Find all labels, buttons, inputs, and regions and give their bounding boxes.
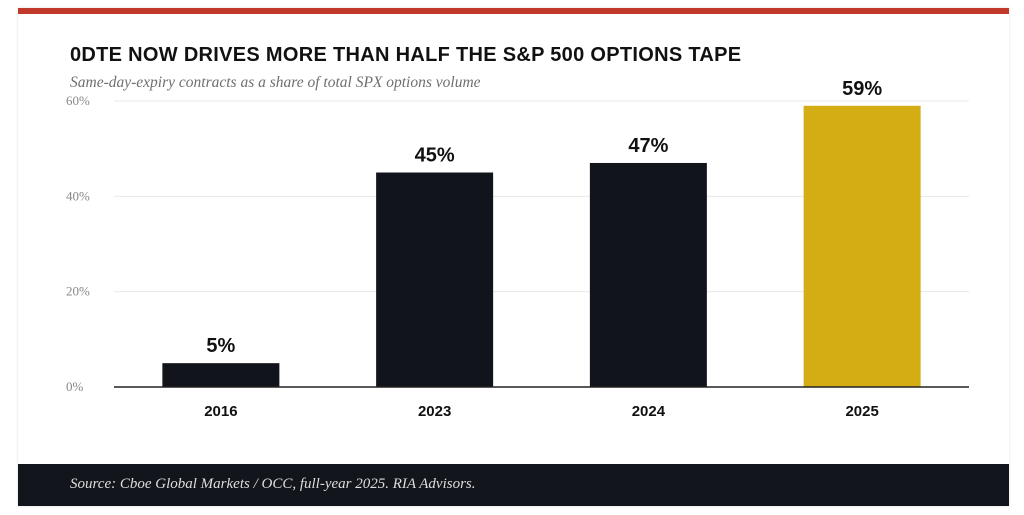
bar — [376, 172, 494, 387]
data-label: 45% — [415, 145, 455, 167]
x-tick-label: 2024 — [632, 403, 666, 420]
bar — [803, 105, 921, 388]
bar — [589, 162, 707, 387]
data-label: 5% — [206, 335, 235, 357]
data-label: 59% — [842, 78, 882, 100]
data-label: 47% — [628, 135, 668, 157]
x-tick-label: 2023 — [418, 403, 451, 420]
chart-card: 0DTE NOW DRIVES MORE THAN HALF THE S&P 5… — [18, 8, 1009, 506]
accent-rule — [18, 8, 1009, 14]
y-tick-label: 60% — [66, 93, 90, 108]
chart-subtitle: Same-day-expiry contracts as a share of … — [70, 74, 481, 91]
y-tick-label: 40% — [66, 188, 90, 203]
source-footer: Source: Cboe Global Markets / OCC, full-… — [18, 464, 1009, 506]
bar — [162, 363, 280, 387]
chart-title: 0DTE NOW DRIVES MORE THAN HALF THE S&P 5… — [70, 44, 742, 66]
source-note: Source: Cboe Global Markets / OCC, full-… — [70, 476, 476, 492]
x-tick-label: 2025 — [845, 403, 878, 420]
y-tick-label: 20% — [66, 284, 90, 299]
x-tick-label: 2016 — [204, 403, 237, 420]
bar-chart: 0% 20% 40% 60% 5% 2016 45% 2023 47% 2024 59% 2025 — [66, 78, 969, 420]
y-tick-label: 0% — [66, 379, 84, 394]
